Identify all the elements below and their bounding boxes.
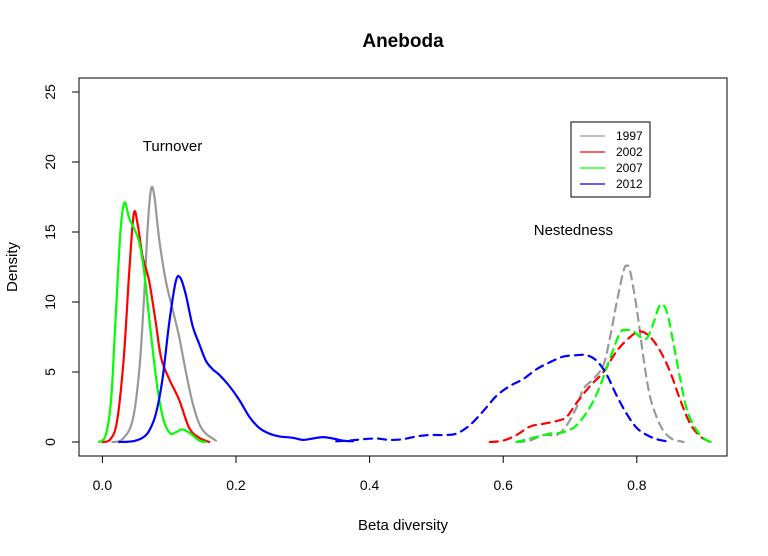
nestedness-2012-density-line bbox=[335, 353, 668, 443]
nestedness-1997-density-line bbox=[515, 264, 685, 444]
x-axis: 0.0 0.2 0.4 0.6 0.8 bbox=[93, 455, 647, 493]
x-tick-label: 0.2 bbox=[226, 477, 246, 493]
legend-label-2002: 2002 bbox=[616, 145, 643, 159]
series-layer bbox=[97, 185, 715, 444]
legend-label-2007: 2007 bbox=[616, 161, 643, 175]
annotation-nestedness: Nestedness bbox=[534, 222, 613, 239]
turnover-1997-density-line bbox=[111, 185, 218, 444]
y-axis-label: Density bbox=[4, 241, 21, 292]
y-axis: 0 5 10 15 20 25 bbox=[42, 84, 80, 446]
x-tick-label: 0.8 bbox=[627, 477, 647, 493]
chart-title: Aneboda bbox=[362, 31, 444, 52]
x-axis-label: Beta diversity bbox=[358, 517, 449, 534]
nestedness-2007-density-line bbox=[515, 303, 715, 444]
y-tick-label: 5 bbox=[42, 368, 58, 376]
legend-label-2012: 2012 bbox=[616, 177, 643, 191]
x-tick-label: 0.0 bbox=[93, 477, 113, 493]
y-tick-label: 10 bbox=[42, 294, 58, 310]
turnover-2002-density-line bbox=[101, 210, 211, 444]
y-tick-label: 0 bbox=[42, 438, 58, 446]
legend: 1997 2002 2007 2012 bbox=[570, 121, 651, 198]
annotation-turnover: Turnover bbox=[143, 138, 202, 155]
y-tick-label: 25 bbox=[42, 84, 58, 100]
annotation-layer: Turnover Nestedness bbox=[143, 138, 613, 239]
turnover-2012-density-line bbox=[117, 274, 354, 444]
turnover-2007-density-line bbox=[97, 201, 208, 444]
nestedness-2002-density-line bbox=[488, 330, 712, 444]
y-tick-label: 20 bbox=[42, 154, 58, 170]
y-tick-label: 15 bbox=[42, 224, 58, 240]
x-tick-label: 0.6 bbox=[493, 477, 513, 493]
legend-box bbox=[570, 121, 651, 198]
legend-label-1997: 1997 bbox=[616, 129, 643, 143]
x-tick-label: 0.4 bbox=[360, 477, 380, 493]
